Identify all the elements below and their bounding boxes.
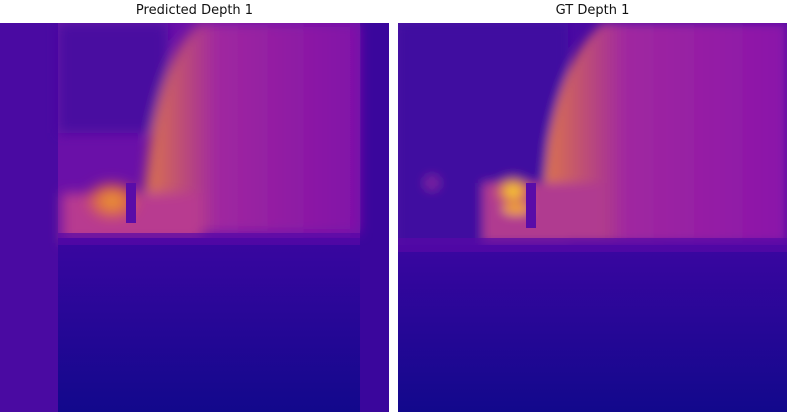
predicted-depth-title: Predicted Depth 1 bbox=[135, 3, 254, 18]
gt-depth-title: GT Depth 1 bbox=[555, 3, 630, 18]
predicted-depth-panel: Predicted Depth 1 bbox=[0, 0, 389, 412]
gt-depth-image bbox=[398, 23, 787, 412]
predicted-depth-image bbox=[0, 23, 389, 412]
gt-depth-panel: GT Depth 1 bbox=[398, 0, 787, 412]
